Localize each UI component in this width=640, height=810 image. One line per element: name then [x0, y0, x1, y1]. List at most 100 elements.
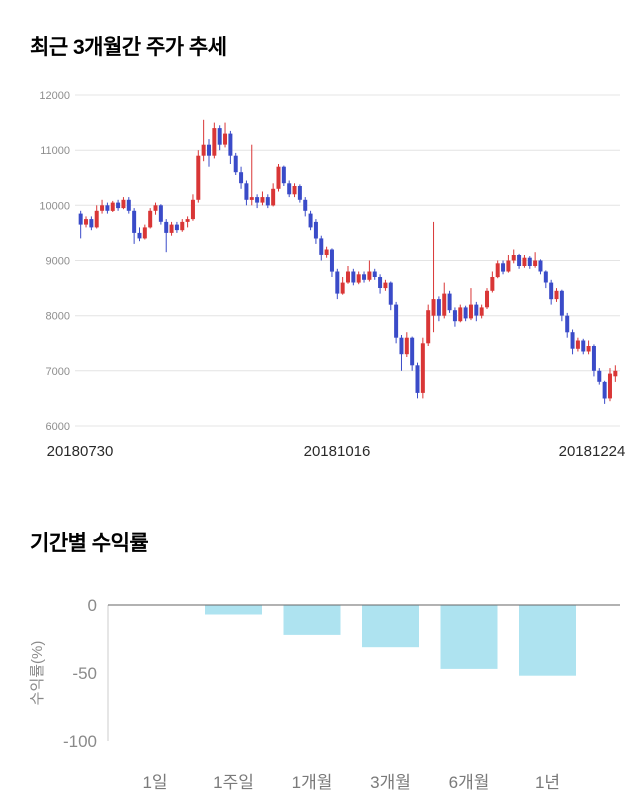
candle-body	[324, 249, 329, 255]
candle-body	[174, 224, 179, 231]
return-bar	[205, 605, 262, 615]
candle-body	[602, 381, 607, 399]
candle-body	[190, 199, 195, 220]
candle-body	[442, 293, 447, 316]
candle-body	[351, 271, 356, 283]
candle-body	[538, 260, 543, 272]
candle-body	[586, 346, 591, 352]
y-axis-title: 수익률(%)	[29, 641, 46, 706]
candle-body	[404, 337, 409, 355]
candle-body	[292, 186, 297, 195]
y-tick-label: 7000	[46, 366, 70, 378]
candle-body	[340, 282, 345, 294]
candle-body	[607, 373, 612, 399]
candle-body	[308, 213, 313, 228]
candle-body	[474, 304, 479, 316]
y-tick-label: 8000	[46, 311, 70, 323]
candle-body	[388, 282, 393, 305]
candle-body	[100, 205, 105, 211]
candle-body	[522, 257, 527, 266]
candle-body	[244, 183, 249, 200]
candle-body	[485, 290, 490, 308]
candle-body	[265, 197, 270, 206]
candle-body	[517, 255, 522, 266]
category-label: 6개월	[449, 773, 490, 792]
candle-body	[458, 307, 463, 322]
y-tick-label: -50	[72, 664, 97, 683]
return-bar	[283, 605, 341, 635]
candle-body	[132, 210, 137, 233]
candle-body	[399, 337, 404, 355]
candle-body	[431, 299, 436, 316]
category-label: 1일	[142, 773, 167, 792]
candle-body	[137, 232, 142, 239]
category-label: 3개월	[370, 773, 411, 792]
category-label: 1년	[535, 773, 560, 792]
candle-body	[415, 365, 420, 393]
candle-body	[126, 199, 131, 211]
candle-body	[335, 271, 340, 294]
candle-body	[501, 263, 506, 272]
candle-body	[362, 274, 367, 280]
candle-body	[78, 213, 83, 225]
candle-body	[116, 202, 121, 209]
category-label: 1주일	[213, 773, 254, 792]
candle-body	[164, 221, 169, 233]
return-bar	[440, 605, 498, 669]
candle-body	[479, 307, 484, 316]
candle-body	[511, 255, 516, 261]
candle-body	[153, 205, 158, 211]
candle-body	[581, 340, 586, 352]
y-tick-label: 6000	[46, 421, 70, 433]
candle-body	[249, 197, 254, 200]
candle-body	[148, 210, 153, 228]
candle-body	[565, 315, 570, 333]
returns-bar-chart: 0 -50 -100 1일 1주일 1개월 3개월 6개월 1년 수익률(%)	[29, 596, 620, 792]
x-axis-label: 20181016	[304, 443, 371, 460]
candle-body	[329, 249, 334, 272]
candle-body	[367, 271, 372, 280]
candle-body	[313, 221, 318, 239]
candle-body	[378, 277, 383, 288]
candle-body	[255, 197, 260, 203]
candle-body	[570, 332, 575, 349]
candle-body	[201, 144, 206, 156]
y-tick-label: 0	[88, 596, 97, 615]
candle-body	[559, 290, 564, 316]
candle-body	[110, 202, 115, 211]
candle-body	[346, 271, 350, 283]
candle-body	[185, 219, 190, 222]
candle-body	[303, 199, 308, 211]
candle-body	[549, 282, 554, 300]
return-bar	[362, 605, 419, 648]
candle-body	[206, 144, 211, 156]
candle-body	[447, 293, 452, 311]
candle-body	[410, 337, 415, 366]
candle-body	[142, 227, 147, 239]
candle-body	[169, 224, 174, 233]
candle-body	[180, 221, 185, 231]
candle-body	[217, 128, 222, 145]
return-bar	[519, 605, 576, 676]
candle-body	[281, 166, 286, 184]
candle-body	[468, 304, 473, 319]
candle-body	[297, 186, 302, 200]
y-tick-label: 11000	[40, 145, 70, 157]
candle-body	[527, 257, 532, 266]
candle-body	[394, 304, 399, 338]
candle-body	[490, 277, 495, 291]
y-tick-label: -100	[63, 732, 97, 751]
candle-body	[121, 199, 126, 209]
candle-body	[463, 307, 468, 319]
candle-body	[575, 340, 580, 349]
candle-body	[383, 282, 388, 289]
candle-body	[356, 274, 361, 283]
candle-body	[533, 260, 538, 266]
candle-body	[452, 310, 457, 322]
x-axis-label: 20180730	[47, 443, 114, 460]
price-trend-title: 최근 3개월간 주가 추세	[30, 36, 227, 59]
candle-body	[613, 370, 618, 377]
candle-body	[420, 343, 425, 393]
candle-body	[84, 219, 89, 225]
candle-body	[287, 183, 292, 195]
